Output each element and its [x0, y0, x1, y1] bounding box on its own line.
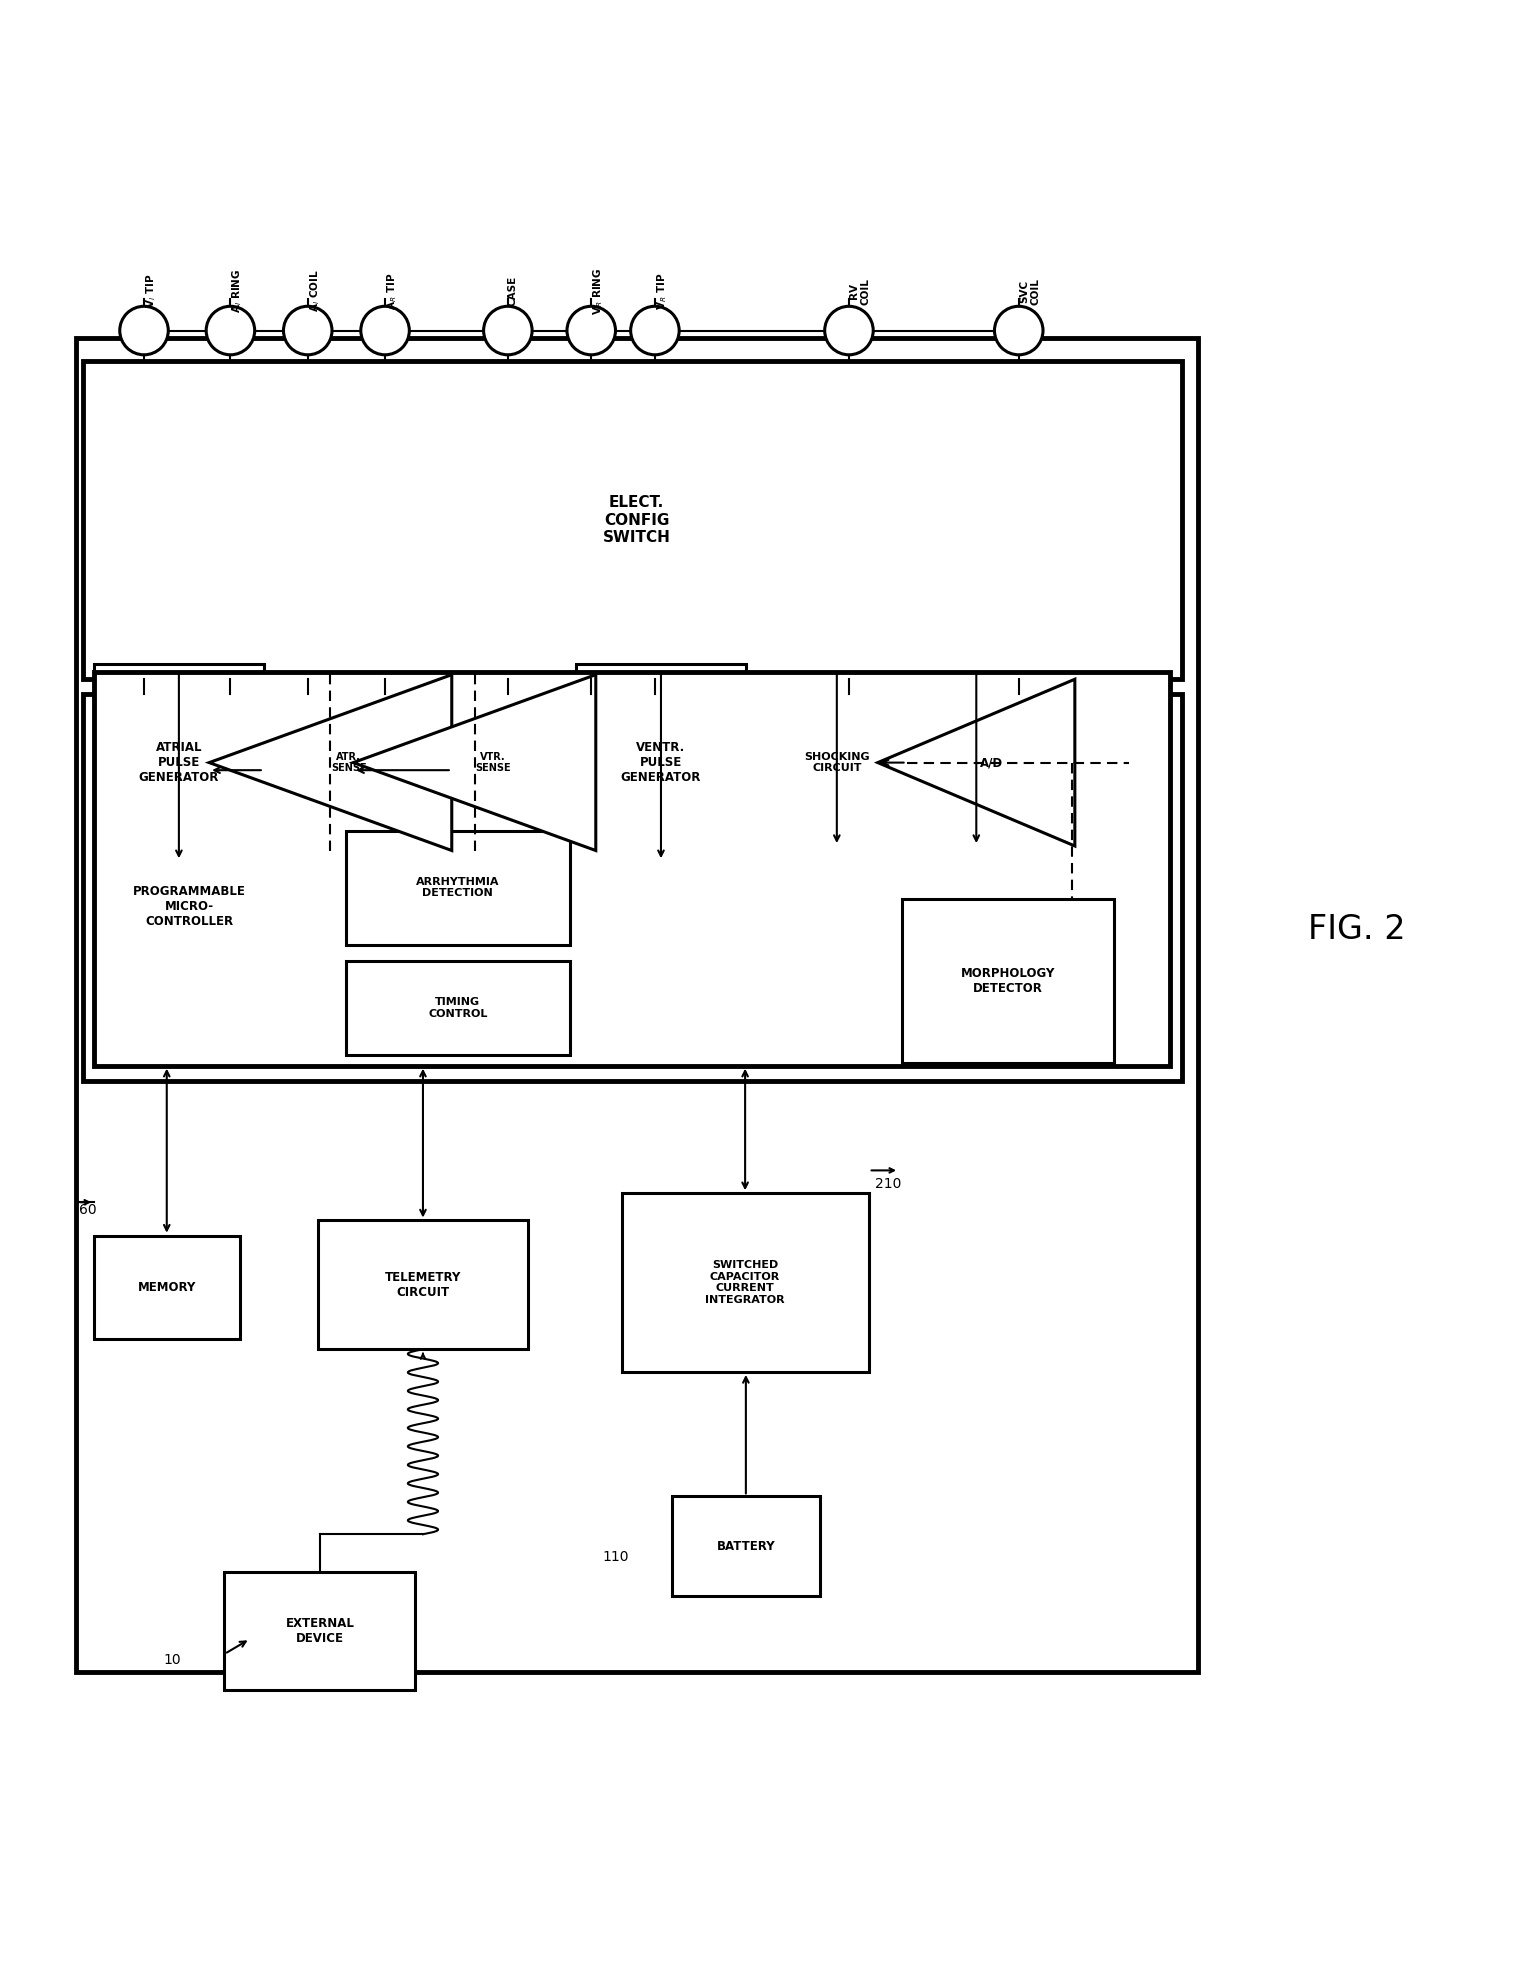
- Text: ARRHYTHMIA
DETECTION: ARRHYTHMIA DETECTION: [415, 877, 500, 899]
- Circle shape: [994, 307, 1043, 354]
- Circle shape: [631, 307, 679, 354]
- Bar: [672, 1497, 820, 1596]
- Text: V$_R$ TIP: V$_R$ TIP: [655, 273, 669, 309]
- Bar: [902, 899, 1114, 1063]
- Circle shape: [361, 307, 409, 354]
- Text: TELEMETRY
CIRCUIT: TELEMETRY CIRCUIT: [385, 1271, 461, 1299]
- Polygon shape: [878, 679, 1075, 845]
- Text: A$_l$ COIL: A$_l$ COIL: [308, 269, 321, 313]
- Bar: [767, 679, 907, 845]
- Text: 110: 110: [603, 1550, 629, 1564]
- Text: SWITCHED
CAPACITOR
CURRENT
INTEGRATOR: SWITCHED CAPACITOR CURRENT INTEGRATOR: [705, 1259, 785, 1305]
- Text: FIG. 2: FIG. 2: [1308, 913, 1405, 946]
- Bar: [94, 1236, 240, 1338]
- Text: VTR.
SENSE: VTR. SENSE: [475, 752, 511, 774]
- Text: ATRIAL
PULSE
GENERATOR: ATRIAL PULSE GENERATOR: [138, 741, 220, 784]
- Text: VENTR.
PULSE
GENERATOR: VENTR. PULSE GENERATOR: [620, 741, 702, 784]
- Text: ATR.
SENSE: ATR. SENSE: [330, 752, 367, 774]
- Bar: [83, 360, 1182, 679]
- Bar: [346, 832, 570, 944]
- Text: SVC
COIL: SVC COIL: [1019, 277, 1040, 305]
- Bar: [346, 960, 570, 1055]
- Text: A$_R$ TIP: A$_R$ TIP: [385, 273, 399, 309]
- Circle shape: [484, 307, 532, 354]
- Bar: [76, 339, 1198, 1673]
- Text: 10: 10: [164, 1653, 182, 1667]
- Bar: [94, 663, 264, 861]
- Polygon shape: [353, 675, 596, 851]
- Circle shape: [206, 307, 255, 354]
- Text: V$_R$ RING: V$_R$ RING: [591, 267, 605, 315]
- Bar: [224, 1572, 415, 1691]
- Text: ELECT.
CONFIG
SWITCH: ELECT. CONFIG SWITCH: [603, 495, 670, 544]
- Bar: [576, 663, 746, 861]
- Text: TIMING
CONTROL: TIMING CONTROL: [428, 998, 488, 1020]
- Text: CASE: CASE: [508, 275, 518, 307]
- Text: SHOCKING
CIRCUIT: SHOCKING CIRCUIT: [803, 752, 870, 774]
- Text: BATTERY: BATTERY: [717, 1540, 775, 1552]
- Circle shape: [283, 307, 332, 354]
- Text: 210: 210: [875, 1176, 901, 1192]
- Bar: [94, 671, 1170, 1065]
- Text: V$_l$ TIP: V$_l$ TIP: [144, 273, 158, 309]
- Text: A/D: A/D: [979, 756, 1002, 768]
- Text: MEMORY: MEMORY: [138, 1281, 196, 1293]
- Text: 60: 60: [79, 1202, 97, 1218]
- Text: RV
COIL: RV COIL: [849, 277, 870, 305]
- Text: MORPHOLOGY
DETECTOR: MORPHOLOGY DETECTOR: [961, 966, 1055, 994]
- Bar: [622, 1194, 869, 1372]
- Polygon shape: [209, 675, 452, 851]
- Bar: [318, 1220, 528, 1348]
- Circle shape: [567, 307, 615, 354]
- Text: PROGRAMMABLE
MICRO-
CONTROLLER: PROGRAMMABLE MICRO- CONTROLLER: [133, 885, 246, 929]
- Circle shape: [825, 307, 873, 354]
- Text: A$_l$ RING: A$_l$ RING: [230, 269, 244, 313]
- Text: EXTERNAL
DEVICE: EXTERNAL DEVICE: [285, 1618, 355, 1645]
- Bar: [83, 695, 1182, 1081]
- Circle shape: [120, 307, 168, 354]
